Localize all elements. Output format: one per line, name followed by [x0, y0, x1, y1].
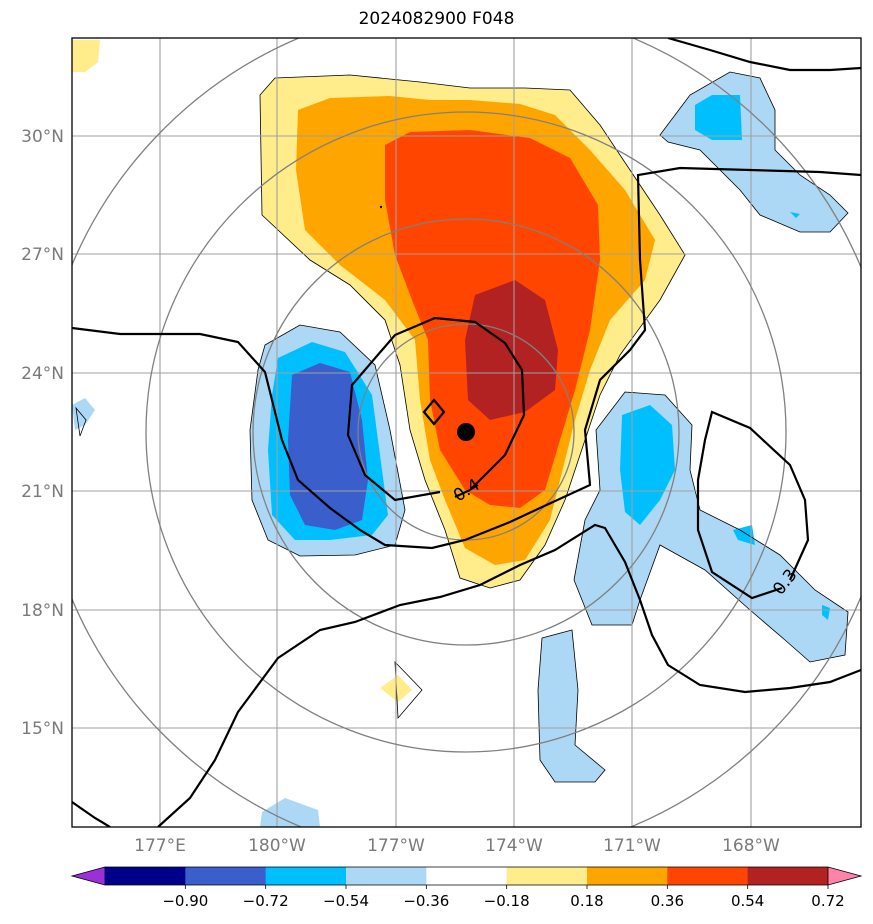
lat-label-27n: 27°N: [21, 245, 64, 265]
colorbar-tick-label: −0.72: [243, 892, 289, 910]
lon-label-177e: 177°E: [134, 836, 186, 856]
lat-label-24n: 24°N: [21, 364, 64, 384]
colorbar-extend-high: [827, 866, 863, 886]
colorbar-tick-label: −0.36: [403, 892, 449, 910]
colorbar-segment: [506, 867, 588, 885]
storm-center-marker-icon: [457, 423, 475, 441]
speck-dot: [379, 205, 383, 209]
colorbar-tick-label: 0.18: [570, 892, 603, 910]
colorbar-segment: [105, 867, 186, 885]
markers: [379, 205, 475, 441]
colorbar-segment: [426, 867, 508, 885]
colorbar-segment: [587, 867, 668, 885]
range-rings: [72, 38, 861, 827]
colorbar: −0.90 −0.72 −0.54 −0.36 −0.18 0.18 0.36 0.54 0.7…: [70, 866, 863, 910]
lat-label-18n: 18°N: [21, 601, 64, 621]
lon-label-180w: 180°W: [248, 836, 306, 856]
colorbar-extend-low: [70, 866, 106, 886]
lon-label-171w: 171°W: [603, 836, 661, 856]
map-frame: [71, 37, 862, 828]
shaded-fields: [72, 40, 848, 827]
lon-label-168w: 168°W: [722, 836, 780, 856]
colorbar-tick-label: −0.54: [323, 892, 369, 910]
colorbar-tick-label: 0.36: [651, 892, 684, 910]
map-area: 0.4 0.3: [72, 38, 861, 827]
colorbar-tick-label: −0.90: [162, 892, 208, 910]
lat-label-21n: 21°N: [21, 482, 64, 502]
lon-label-174w: 174°W: [485, 836, 543, 856]
lon-label-177w: 177°W: [367, 836, 425, 856]
colorbar-tick-label: 0.72: [811, 892, 844, 910]
bold-contours: [72, 38, 861, 827]
colorbar-segment: [265, 867, 347, 885]
lat-label-30n: 30°N: [21, 127, 64, 147]
longitude-labels: 177°E 180°W 177°W 174°W 171°W 168°W: [134, 836, 780, 856]
map-title: 2024082900 F048: [358, 9, 515, 29]
colorbar-segment: [747, 867, 829, 885]
colorbar-segment: [185, 867, 267, 885]
latitude-labels: 30°N 27°N 24°N 21°N 18°N 15°N: [21, 127, 64, 739]
lat-label-15n: 15°N: [21, 719, 64, 739]
colorbar-segment: [346, 867, 427, 885]
colorbar-tick-label: −0.18: [484, 892, 530, 910]
colorbar-segment: [667, 867, 749, 885]
previous-position-diamond-icon: [422, 398, 446, 426]
colorbar-border: [105, 866, 828, 886]
colorbar-tick-label: 0.54: [731, 892, 764, 910]
